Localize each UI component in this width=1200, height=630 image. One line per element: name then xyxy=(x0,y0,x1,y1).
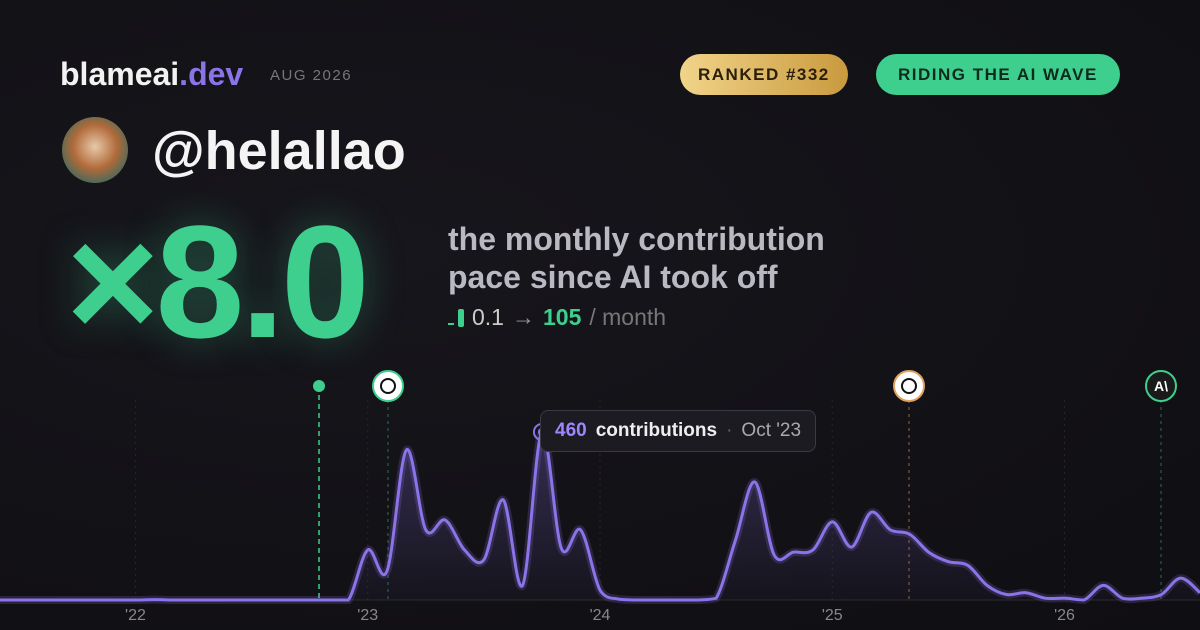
openai-glyph xyxy=(901,378,917,394)
description: the monthly contribution pace since AI to… xyxy=(448,220,825,296)
tooltip-date: Oct '23 xyxy=(741,420,802,441)
openai-glyph xyxy=(380,378,396,394)
x-tick-label: '23 xyxy=(357,607,378,624)
x-tick-label: '25 xyxy=(822,607,843,624)
sparkbar xyxy=(458,308,464,327)
x-tick-label: '22 xyxy=(125,607,146,624)
brand-name: blameai xyxy=(60,56,180,92)
tooltip-value: 460 xyxy=(555,420,587,441)
line xyxy=(0,430,1200,602)
arrow: → xyxy=(511,304,535,330)
pace-unit: / month xyxy=(589,304,667,330)
openai-icon xyxy=(372,370,404,402)
x-tick-label: '24 xyxy=(590,607,611,624)
pace: 0.1 → 105 / month xyxy=(448,304,666,331)
area-fill xyxy=(0,431,1200,600)
description-line: the monthly contribution xyxy=(448,221,825,257)
anthropic-glyph: A\ xyxy=(1154,378,1168,394)
brand: blameai.dev xyxy=(60,56,243,93)
openai-icon xyxy=(893,370,925,402)
description-line: pace since AI took off xyxy=(448,259,778,295)
pace-from: 0.1 xyxy=(472,304,504,330)
avatar xyxy=(62,117,128,183)
x-tick-label: '26 xyxy=(1054,607,1075,624)
brand-tld: .dev xyxy=(179,56,244,92)
tooltip-label: contributions xyxy=(595,420,718,441)
anthropic-icon xyxy=(1145,370,1177,402)
ai-takeoff-dot xyxy=(313,380,325,392)
tooltip: 460 contributions · Oct '23 xyxy=(540,410,817,452)
rank-badge: RANKED #332 xyxy=(680,54,848,95)
handle: @helallao xyxy=(152,121,406,181)
sparkbar xyxy=(448,322,454,325)
tooltip-sep: · xyxy=(726,420,733,441)
pace-to: 105 xyxy=(542,304,582,330)
status-badge: RIDING THE AI WAVE xyxy=(876,54,1120,95)
multiplier: ×8.0 xyxy=(66,192,370,371)
date: AUG 2026 xyxy=(270,67,353,84)
